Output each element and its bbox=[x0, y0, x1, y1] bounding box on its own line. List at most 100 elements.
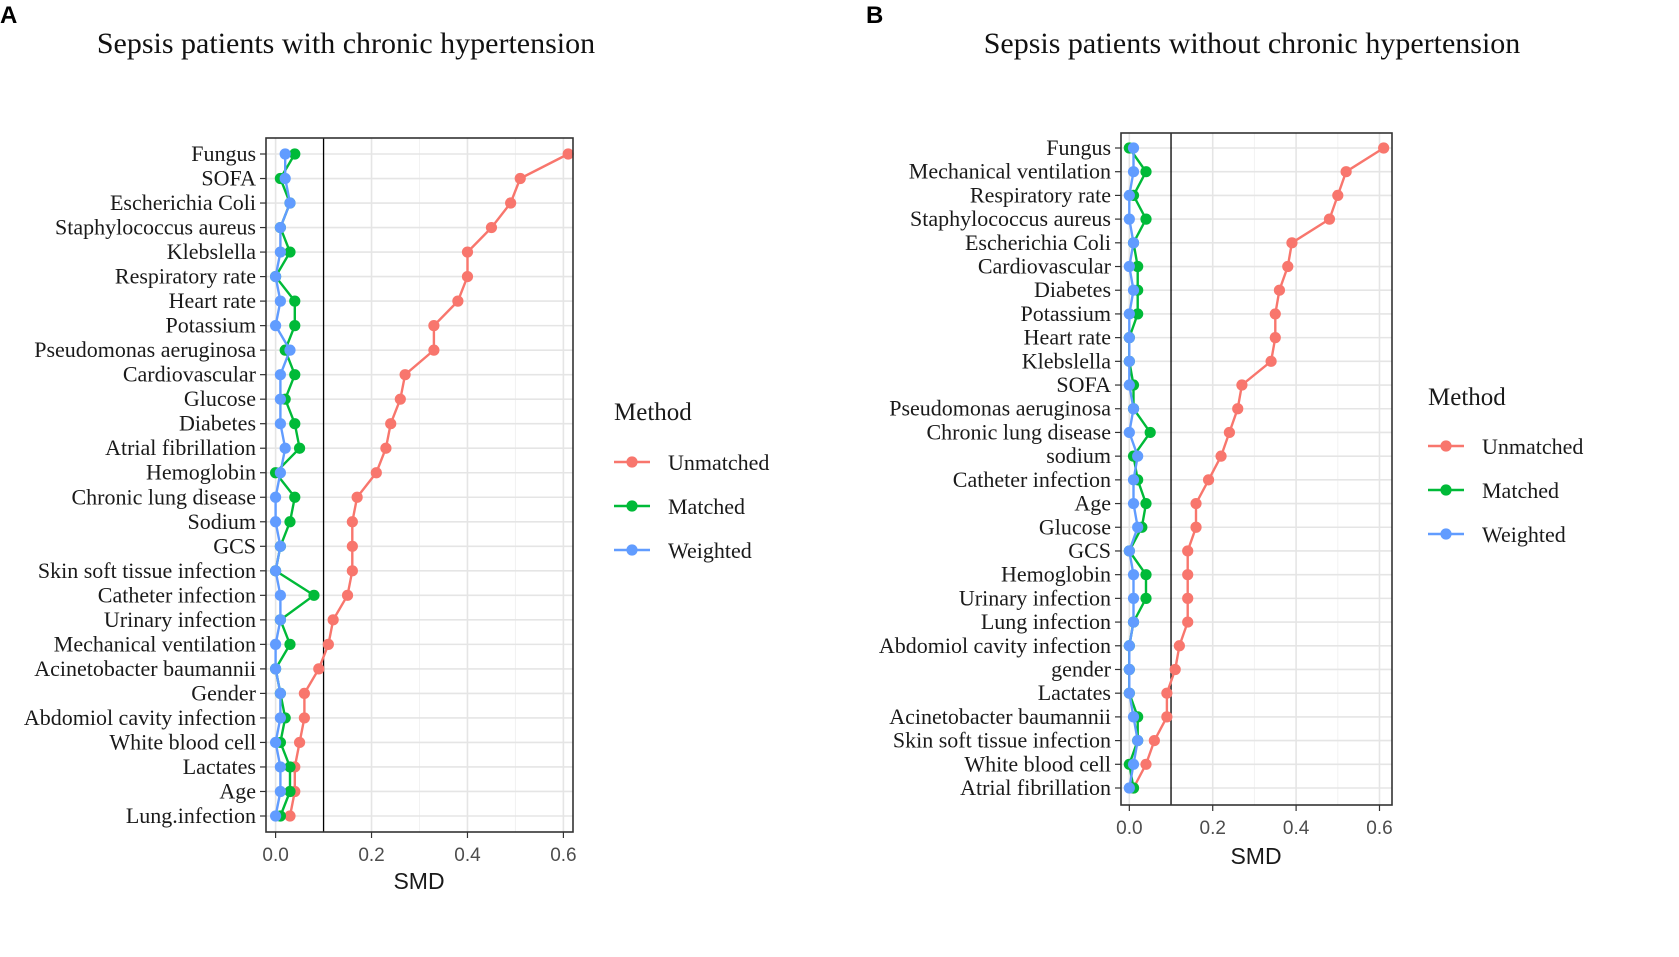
data-point-weighted-escherichia-coli bbox=[284, 197, 296, 209]
y-tick-label: Abdomiol cavity infection bbox=[879, 633, 1111, 658]
data-point-unmatched-heart-rate bbox=[452, 295, 464, 307]
legend-label: Weighted bbox=[668, 538, 752, 563]
data-point-weighted-catheter-infection bbox=[274, 589, 286, 601]
data-point-unmatched-hemoglobin bbox=[370, 467, 382, 479]
data-point-weighted-urinary-infection bbox=[1127, 592, 1140, 604]
data-point-matched-chronic-lung-disease bbox=[1144, 426, 1156, 439]
series-weighted bbox=[1123, 142, 1144, 794]
legend-item-weighted: Weighted bbox=[1428, 522, 1566, 547]
y-tick-label: Catheter infection bbox=[98, 582, 256, 607]
y-tick-label: Diabetes bbox=[179, 411, 256, 436]
x-axis: 0.0 0.2 0.4 0.6 SMD bbox=[1116, 805, 1393, 869]
data-point-weighted-glucose bbox=[274, 393, 286, 405]
y-tick-label: Klebslella bbox=[167, 239, 256, 264]
x-tick-label: 0.4 bbox=[454, 845, 481, 866]
y-tick-label: Respiratory rate bbox=[970, 182, 1111, 207]
data-point-unmatched-gender bbox=[1169, 663, 1181, 676]
y-tick-label: Heart rate bbox=[1024, 325, 1111, 350]
data-point-matched-potassium bbox=[289, 320, 301, 332]
data-point-matched-urinary-infection bbox=[1140, 592, 1152, 604]
legend-key-point bbox=[626, 544, 638, 556]
y-tick-label: White blood cell bbox=[964, 751, 1111, 776]
data-point-weighted-sofa bbox=[1123, 379, 1135, 391]
y-tick-label: Catheter infection bbox=[953, 467, 1111, 492]
data-point-weighted-lactates bbox=[1123, 687, 1135, 699]
panel-letter: B bbox=[866, 2, 883, 29]
legend-key-point bbox=[1440, 440, 1452, 452]
x-tick-label: 0.2 bbox=[1200, 818, 1226, 839]
legend-label: Unmatched bbox=[668, 450, 769, 475]
data-point-unmatched-diabetes bbox=[385, 418, 397, 430]
data-point-weighted-age bbox=[1127, 497, 1140, 510]
chart-panel-b: B Sepsis patients without chronic hyperte… bbox=[866, 2, 1583, 869]
y-tick-label: Fungus bbox=[191, 141, 256, 166]
x-tick-label: 0.6 bbox=[550, 845, 576, 866]
legend-label: Weighted bbox=[1482, 522, 1566, 547]
data-point-weighted-pseudomonas-aeruginosa bbox=[284, 344, 296, 356]
data-point-weighted-sodium bbox=[1132, 450, 1144, 462]
data-point-weighted-escherichia-coli bbox=[1127, 237, 1140, 249]
data-point-weighted-hemoglobin bbox=[1127, 569, 1140, 581]
series-line-unmatched bbox=[288, 152, 569, 817]
data-point-unmatched-mechanical-ventilation bbox=[1340, 166, 1352, 178]
data-point-unmatched-escherichia-coli bbox=[1286, 237, 1298, 249]
data-point-weighted-lung-infection bbox=[269, 810, 282, 822]
data-point-weighted-skin-soft-tissue-infection bbox=[1132, 734, 1144, 747]
data-point-unmatched-diabetes bbox=[1273, 284, 1286, 296]
legend: Method Unmatched Matched Weighted bbox=[1428, 384, 1583, 547]
data-point-matched-age bbox=[284, 785, 296, 798]
data-point-unmatched-klebslella bbox=[1265, 355, 1277, 367]
chart-panel-a: A Sepsis patients with chronic hypertensi… bbox=[0, 2, 769, 894]
data-point-unmatched-lactates bbox=[1161, 687, 1173, 699]
y-tick-label: Mechanical ventilation bbox=[54, 631, 256, 656]
data-point-weighted-glucose bbox=[1132, 521, 1144, 533]
data-point-weighted-pseudomonas-aeruginosa bbox=[1127, 403, 1140, 415]
x-tick-label: 0.2 bbox=[358, 845, 384, 866]
data-point-unmatched-white-blood-cell bbox=[293, 736, 306, 749]
series-line-unmatched bbox=[1132, 146, 1385, 789]
x-axis-title: SMD bbox=[1230, 843, 1281, 869]
series-weighted bbox=[269, 148, 296, 822]
y-tick-label: Hemoglobin bbox=[146, 460, 256, 485]
y-tick-label: Age bbox=[219, 778, 256, 803]
y-tick-label: Hemoglobin bbox=[1001, 562, 1111, 587]
data-point-weighted-catheter-infection bbox=[1127, 474, 1140, 486]
y-tick-label: Chronic lung disease bbox=[71, 484, 256, 509]
data-point-unmatched-hemoglobin bbox=[1182, 569, 1194, 581]
data-point-matched-hemoglobin bbox=[1140, 569, 1152, 581]
y-tick-label: Urinary infection bbox=[959, 585, 1111, 610]
data-point-unmatched-staphylococcus-aureus bbox=[1323, 213, 1336, 225]
legend-label: Matched bbox=[1482, 478, 1559, 503]
data-point-unmatched-sofa bbox=[514, 172, 526, 185]
data-point-unmatched-age bbox=[1190, 497, 1202, 510]
y-tick-label: Abdomiol cavity infection bbox=[24, 705, 256, 730]
data-point-unmatched-respiratory-rate bbox=[461, 270, 474, 283]
data-point-unmatched-sofa bbox=[1236, 379, 1248, 391]
data-point-weighted-staphylococcus-aureus bbox=[1123, 213, 1135, 225]
data-point-unmatched-potassium bbox=[428, 320, 440, 332]
x-axis-title: SMD bbox=[393, 868, 444, 894]
y-tick-label: Lactates bbox=[1038, 680, 1111, 705]
data-point-weighted-cardiovascular bbox=[1123, 260, 1135, 273]
y-tick-label: Staphylococcus aureus bbox=[910, 206, 1111, 231]
data-point-unmatched-glucose bbox=[394, 393, 406, 405]
data-point-unmatched-cardiovascular bbox=[1282, 260, 1294, 273]
y-tick-label: Mechanical ventilation bbox=[909, 159, 1111, 184]
data-point-matched-mechanical-ventilation bbox=[1140, 166, 1152, 178]
data-point-weighted-acinetobacter-baumannii bbox=[269, 663, 282, 675]
data-point-weighted-diabetes bbox=[274, 418, 286, 430]
data-point-unmatched-sodium bbox=[1215, 450, 1227, 462]
y-tick-label: Atrial fibrillation bbox=[105, 435, 256, 460]
data-point-weighted-fungus bbox=[279, 148, 291, 160]
y-tick-label: sodium bbox=[1046, 443, 1111, 468]
data-point-matched-lactates bbox=[284, 761, 296, 773]
plot-frame bbox=[1120, 132, 1393, 806]
legend-item-unmatched: Unmatched bbox=[1428, 434, 1583, 459]
data-point-weighted-gcs bbox=[274, 540, 286, 552]
series-line-matched bbox=[274, 153, 316, 817]
data-point-weighted-white-blood-cell bbox=[1127, 758, 1140, 770]
data-point-weighted-heart-rate bbox=[274, 295, 286, 307]
legend-key-point bbox=[626, 456, 638, 468]
